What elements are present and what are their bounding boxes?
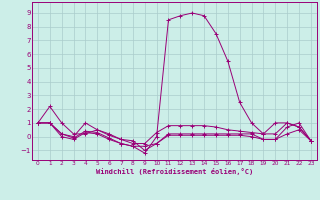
X-axis label: Windchill (Refroidissement éolien,°C): Windchill (Refroidissement éolien,°C) (96, 168, 253, 175)
